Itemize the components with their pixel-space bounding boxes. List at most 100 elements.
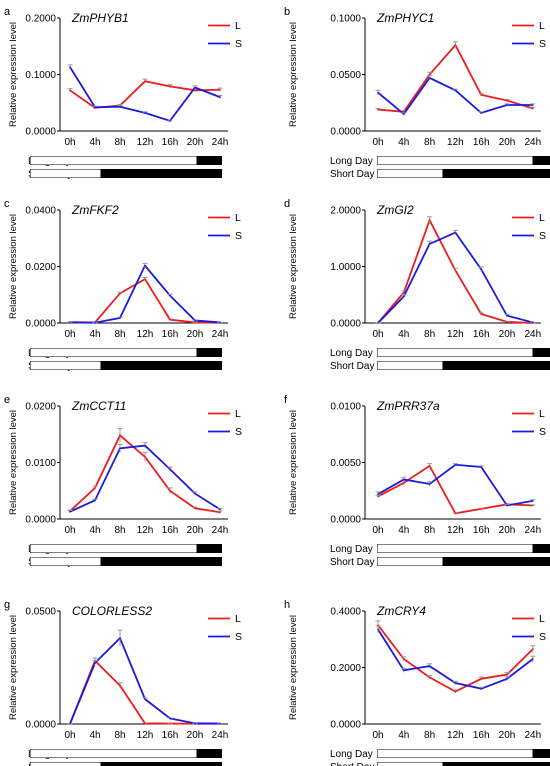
short-day-light xyxy=(30,762,101,766)
x-tick-label: 20h xyxy=(187,329,204,340)
data-point xyxy=(94,106,96,109)
x-tick-label: 24h xyxy=(524,137,541,148)
x-tick-label: 16h xyxy=(473,730,490,741)
series-line-L xyxy=(69,278,221,324)
data-point xyxy=(69,321,71,324)
long-day-light xyxy=(377,156,533,165)
data-point xyxy=(532,500,534,502)
legend-label-L: L xyxy=(235,212,241,224)
y-axis-label: Relative expression level xyxy=(288,410,299,515)
short-day-light xyxy=(377,169,443,178)
data-point xyxy=(428,665,431,667)
data-point xyxy=(94,487,96,489)
panel-letter: c xyxy=(4,198,10,210)
long-day-light xyxy=(30,348,197,357)
y-axis-label: Relative expression level xyxy=(288,615,299,720)
data-point xyxy=(144,456,146,458)
x-tick-label: 8h xyxy=(424,730,435,741)
data-point xyxy=(94,499,96,502)
data-point xyxy=(169,717,171,720)
panel-letter: b xyxy=(284,6,290,18)
legend-label-L: L xyxy=(235,20,241,32)
x-tick-label: 4h xyxy=(398,730,409,741)
legend-label-S: S xyxy=(235,38,242,50)
data-point xyxy=(480,94,483,96)
short-day-dark xyxy=(377,557,550,566)
data-point xyxy=(428,77,431,79)
x-tick-label: 24h xyxy=(212,525,229,536)
x-tick-label: 24h xyxy=(212,730,229,741)
data-point xyxy=(194,492,196,495)
data-point xyxy=(480,678,483,680)
data-point xyxy=(532,504,534,507)
short-day-light xyxy=(377,762,443,766)
data-point xyxy=(480,268,483,271)
x-tick-label: 20h xyxy=(187,137,204,148)
data-point xyxy=(194,507,196,510)
panel-letter: a xyxy=(4,6,11,18)
legend-label-L: L xyxy=(539,20,545,32)
legend-label-S: S xyxy=(235,230,242,242)
x-tick-label: 0h xyxy=(64,329,75,340)
y-tick-label: 0.0500 xyxy=(330,70,361,81)
x-tick-label: 16h xyxy=(162,730,179,741)
data-point xyxy=(377,108,379,111)
data-point xyxy=(219,722,221,725)
panel-letter: d xyxy=(284,198,290,210)
y-tick-label: 0.2000 xyxy=(25,14,56,25)
x-tick-label: 8h xyxy=(114,329,125,340)
x-tick-label: 0h xyxy=(372,730,383,741)
x-tick-label: 8h xyxy=(114,525,125,536)
data-point xyxy=(69,89,71,92)
data-point xyxy=(377,322,379,324)
y-axis-label: Relative expression level xyxy=(288,214,299,319)
gene-title: ZmCRY4 xyxy=(376,604,426,618)
panel-d: d ZmGI2 Relative expression level 0.0000 1.0… xyxy=(284,198,550,372)
y-tick-label: 0.1000 xyxy=(25,70,56,81)
panel-e: e ZmCCT11 Relative expression level 0.0000 0… xyxy=(4,394,242,568)
y-axis-label: Relative expression level xyxy=(288,22,299,127)
data-point xyxy=(428,219,431,221)
data-point xyxy=(169,489,171,492)
y-axis-label: Relative expression level xyxy=(8,214,19,319)
gene-title: ZmCCT11 xyxy=(71,399,126,413)
data-point xyxy=(144,722,146,725)
series-line-S xyxy=(377,231,534,324)
x-tick-label: 4h xyxy=(398,137,409,148)
gene-title: ZmPRR37a xyxy=(376,399,440,413)
data-point xyxy=(454,269,457,272)
data-point xyxy=(532,658,534,660)
long-day-label: Long Day xyxy=(330,156,373,167)
legend-label-S: S xyxy=(539,631,546,643)
data-point xyxy=(194,86,196,89)
data-point xyxy=(428,465,431,467)
y-tick-label: 0.0000 xyxy=(25,515,56,526)
x-tick-label: 4h xyxy=(89,137,100,148)
x-tick-label: 8h xyxy=(424,525,435,536)
short-day-light xyxy=(377,361,443,370)
data-point xyxy=(403,295,405,298)
data-point xyxy=(480,687,483,690)
short-day-dark xyxy=(377,762,550,766)
data-point xyxy=(403,669,405,672)
data-point xyxy=(428,676,431,679)
x-tick-label: 8h xyxy=(114,137,125,148)
long-day-light xyxy=(30,749,197,758)
short-day-dark xyxy=(377,361,550,370)
legend-label-S: S xyxy=(539,426,546,438)
y-tick-label: 0.2000 xyxy=(330,663,361,674)
data-point xyxy=(403,291,405,294)
x-tick-label: 12h xyxy=(447,137,464,148)
short-day-label: Short Day xyxy=(330,557,374,568)
y-tick-label: 0.0500 xyxy=(25,607,56,618)
panel-letter: g xyxy=(4,599,10,611)
x-tick-label: 20h xyxy=(499,137,516,148)
data-point xyxy=(506,314,508,317)
data-point xyxy=(94,321,96,324)
long-day-label: Long Day xyxy=(330,348,373,359)
y-tick-label: 0.0200 xyxy=(25,262,56,273)
panel-b: b ZmPHYC1 Relative expression level 0.0000 0… xyxy=(284,6,550,180)
series-line-S xyxy=(377,76,533,116)
series-line-L xyxy=(377,464,533,515)
data-point xyxy=(403,658,405,660)
